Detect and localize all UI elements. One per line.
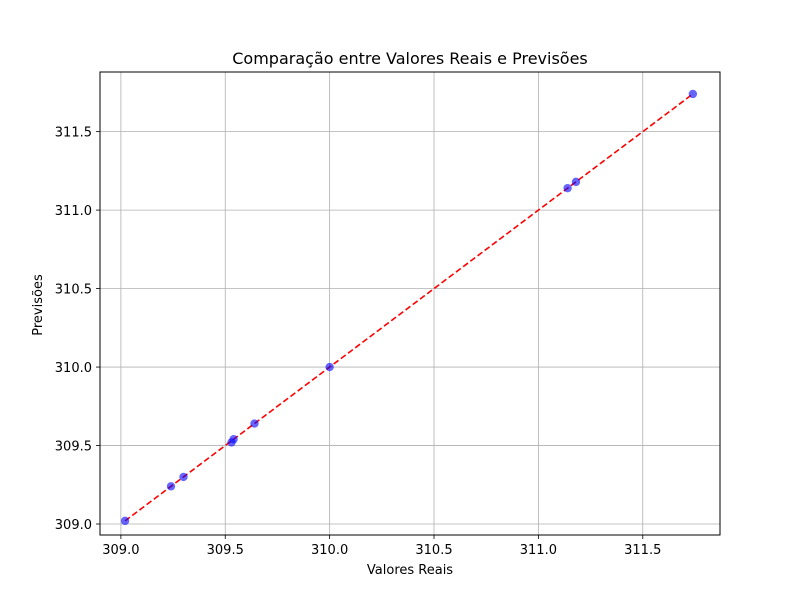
scatter-point (325, 362, 334, 372)
plot-frame (99, 71, 721, 536)
scatter-point (179, 472, 188, 482)
chart-title: Comparação entre Valores Reais e Previsõ… (232, 49, 588, 68)
scatter-point (229, 435, 238, 444)
x-axis-ticks: 309.0 309.5 310.0 310.5 311.0 311.5 (102, 535, 661, 558)
scatter-point (688, 89, 698, 99)
reference-line-group (124, 93, 694, 522)
x-tick-label: 309.0 (102, 543, 139, 558)
x-tick-label: 309.5 (207, 543, 244, 558)
y-axis-ticks: 309.0 309.5 310.0 310.5 311.0 311.5 (55, 126, 100, 533)
scatter-point (571, 177, 581, 187)
y-tick-label: 310.5 (55, 283, 92, 298)
y-tick-label: 311.0 (55, 204, 92, 219)
x-tick-label: 310.5 (415, 543, 452, 558)
grid (100, 72, 720, 535)
scatter-point (250, 419, 259, 428)
x-tick-label: 310.0 (311, 543, 348, 558)
scatter-points (120, 89, 698, 526)
scatter-point (166, 482, 176, 491)
y-tick-label: 309.0 (55, 518, 92, 533)
scatter-point (563, 183, 572, 193)
y-tick-label: 310.0 (55, 361, 92, 376)
y-tick-label: 309.5 (55, 440, 92, 455)
x-axis-label: Valores Reais (367, 563, 453, 578)
x-tick-label: 311.5 (624, 543, 661, 558)
x-tick-label: 311.0 (520, 543, 557, 558)
y-axis-label: Previsões (31, 274, 46, 336)
reference-line (124, 93, 694, 522)
scatter-point (120, 516, 130, 526)
y-tick-label: 311.5 (55, 126, 92, 141)
